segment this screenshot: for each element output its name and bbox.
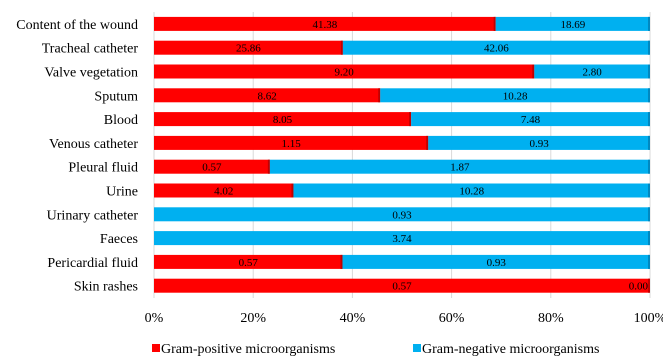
bar-gram-positive [154, 278, 650, 293]
data-label: 3.74 [392, 233, 412, 245]
data-label: 18.69 [560, 19, 585, 31]
data-label: 0.57 [202, 162, 222, 174]
bar-gram-negative [342, 40, 650, 55]
category-label: Urine [106, 185, 138, 200]
data-label: 7.48 [521, 114, 541, 126]
bar-edge [648, 16, 650, 31]
bar-gram-negative [534, 64, 650, 79]
legend-label-gram-positive: Gram-positive microorganisms [161, 342, 335, 357]
data-label: 10.28 [503, 90, 528, 102]
bar-gram-negative [411, 112, 650, 127]
bar-gram-negative [380, 88, 650, 103]
data-label: 25.86 [236, 43, 261, 55]
bar-edge [493, 16, 496, 31]
category-label: Urinary catheter [47, 208, 139, 223]
bar-gram-positive [154, 159, 270, 174]
bar-edge [648, 254, 650, 269]
data-label: 0.93 [529, 138, 549, 150]
bar-edge [378, 88, 381, 103]
bar-gram-positive [154, 112, 412, 127]
bar-edge [648, 112, 650, 127]
bar-gram-positive [154, 16, 496, 31]
data-label: 10.28 [459, 186, 484, 198]
bars: 41.38 18.69 25.86 42.06 9.20 2.80 8.62 10.28 8.0… [154, 16, 650, 293]
data-label: 1.15 [281, 138, 301, 150]
legend-swatch-gram-positive [152, 344, 160, 352]
data-label: 8.05 [273, 114, 293, 126]
data-label: 0.57 [392, 281, 412, 293]
bar-gram-negative [293, 183, 650, 198]
data-label: 9.20 [335, 67, 355, 79]
bar-edge [648, 183, 650, 198]
bar-edge [648, 231, 650, 246]
category-label: Blood [104, 113, 138, 128]
gridlines [153, 12, 651, 298]
bar-gram-negative [342, 254, 650, 269]
data-label: 4.02 [214, 186, 233, 198]
category-label: Skin rashes [74, 280, 138, 295]
bar-gram-negative [269, 159, 650, 174]
data-label: 0.93 [487, 257, 507, 269]
data-label: 8.62 [257, 90, 276, 102]
category-label: Faeces [100, 232, 138, 247]
bar-edge [648, 135, 650, 150]
bar-gram-negative [154, 231, 650, 246]
bar-gram-positive [154, 64, 535, 79]
category-label: Pleural fluid [68, 161, 138, 176]
x-tick-label: 40% [340, 311, 366, 326]
data-label: 0.00 [629, 281, 649, 293]
bar-edge [340, 40, 343, 55]
bar-edge [648, 88, 650, 103]
bar-gram-positive [154, 88, 381, 103]
bar-gram-positive [154, 254, 343, 269]
x-tick-label: 100% [634, 311, 663, 326]
bar-gram-negative [154, 207, 650, 222]
x-tick-label: 80% [538, 311, 564, 326]
data-label: 0.57 [239, 257, 259, 269]
legend: Gram-positive microorganisms Gram-negati… [152, 342, 599, 357]
category-label: Valve vegetation [44, 66, 138, 81]
legend-swatch-gram-negative [413, 344, 421, 352]
category-label: Pericardial fluid [47, 256, 138, 271]
bar-edge [267, 159, 270, 174]
legend-label-gram-negative: Gram-negative microorganisms [422, 342, 599, 357]
x-axis-tick-labels: 0% 20% 40% 60% 80% 100% [145, 311, 663, 326]
data-label: 2.80 [583, 67, 603, 79]
category-label: Venous catheter [49, 137, 138, 152]
category-label: Sputum [94, 89, 138, 104]
bar-edge [648, 278, 650, 293]
bar-edge [648, 64, 650, 79]
x-tick-label: 20% [240, 311, 266, 326]
bar-edge [648, 207, 650, 222]
bar-gram-positive [154, 183, 294, 198]
category-label: Tracheal catheter [42, 42, 139, 57]
bar-edge [409, 112, 412, 127]
x-tick-label: 0% [145, 311, 164, 326]
bar-edge [426, 135, 429, 150]
bar-edge [648, 159, 650, 174]
bar-gram-positive [154, 40, 343, 55]
bar-edge [532, 64, 535, 79]
bar-edge [648, 40, 650, 55]
category-label: Content of the wound [16, 18, 138, 33]
bar-gram-negative [495, 16, 650, 31]
data-label: 0.93 [392, 209, 412, 221]
bar-gram-positive [154, 135, 429, 150]
bar-gram-negative [428, 135, 650, 150]
data-label: 1.87 [450, 162, 470, 174]
data-label: 42.06 [484, 43, 509, 55]
data-label: 41.38 [312, 19, 337, 31]
bar-edge [291, 183, 294, 198]
category-labels: Content of the wound Tracheal catheter Val… [16, 18, 138, 295]
x-tick-label: 60% [439, 311, 465, 326]
bar-edge [340, 254, 343, 269]
